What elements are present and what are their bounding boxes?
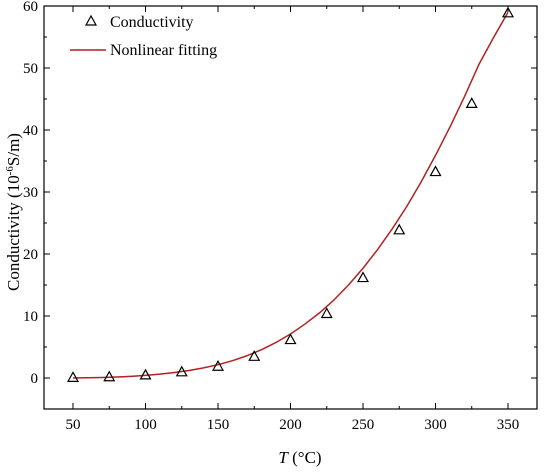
y-tick-label: 30: [23, 185, 38, 201]
conductivity-data-point: [465, 97, 478, 108]
x-tick-label: 150: [207, 417, 230, 433]
y-axis-title-superscript: -6: [4, 166, 16, 176]
axis-layer: 50 100 150 200 250 300 350 0 10 20 30 40 50 60: [23, 0, 537, 433]
x-tick-label: 350: [497, 417, 520, 433]
y-tick-label: 60: [23, 0, 38, 15]
conductivity-data-point: [211, 359, 225, 371]
x-tick-label: 50: [66, 417, 81, 433]
x-tick-label: 250: [352, 417, 375, 433]
nonlinear-fitting-curve: [72, 11, 509, 379]
y-axis-title: Conductivity (10-6S/m): [4, 133, 23, 291]
x-axis-title-symbol: T: [278, 448, 289, 467]
y-tick-label: 50: [23, 61, 38, 77]
conductivity-data-point: [139, 368, 152, 380]
y-axis-title-main: Conductivity (10: [4, 175, 23, 291]
legend-label-nonlinear-fitting: Nonlinear fitting: [110, 42, 217, 59]
legend: Conductivity Nonlinear fitting: [70, 14, 217, 59]
x-axis-title: T (°C): [278, 448, 321, 467]
y-tick-label: 10: [23, 309, 38, 325]
conductivity-data-point: [66, 371, 80, 382]
conductivity-data-point: [393, 223, 406, 235]
y-tick-label: 0: [31, 371, 39, 387]
y-tick-label: 40: [23, 123, 38, 139]
conductivity-data-point: [175, 365, 188, 377]
conductivity-data-point: [356, 271, 370, 283]
x-tick-label: 300: [424, 417, 447, 433]
conductivity-data-point: [284, 333, 297, 345]
conductivity-data-point: [501, 6, 515, 18]
conductivity-data-point: [248, 350, 261, 361]
y-axis-title-rest: S/m): [4, 133, 23, 166]
fitting-curve-layer: [72, 11, 509, 379]
conductivity-data-point: [320, 307, 333, 319]
conductivity-data-point: [429, 165, 442, 177]
legend-triangle-marker: [84, 14, 98, 26]
x-tick-label: 100: [134, 417, 157, 433]
plot-frame: [43, 5, 538, 410]
x-axis-title-unit: (°C): [288, 448, 322, 467]
x-tick-label: 200: [279, 417, 302, 433]
y-tick-label: 20: [23, 247, 38, 263]
conductivity-data-point: [103, 370, 116, 382]
plot-area-border: [43, 5, 538, 410]
data-marker-layer: [66, 6, 515, 382]
legend-label-conductivity: Conductivity: [110, 14, 194, 31]
